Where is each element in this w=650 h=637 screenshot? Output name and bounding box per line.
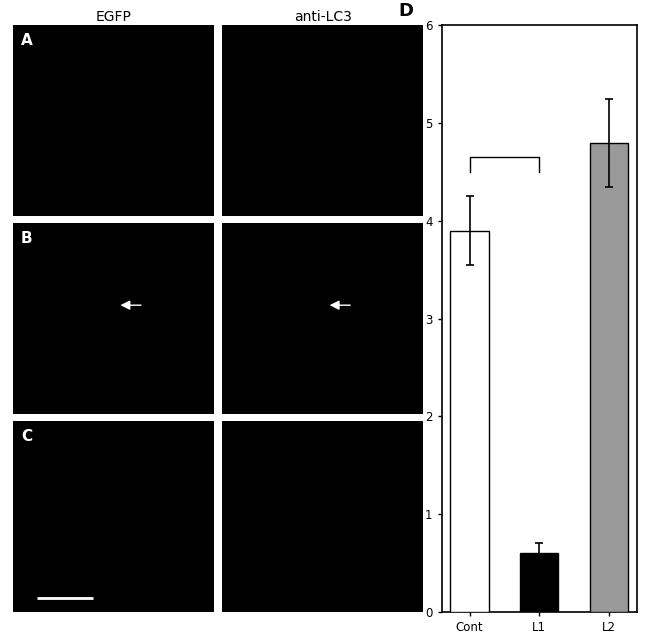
Bar: [590, 143, 628, 612]
Text: D: D: [398, 2, 413, 20]
Y-axis label: L2-M: L2-M: [0, 502, 9, 531]
Text: B: B: [21, 231, 32, 246]
Title: EGFP: EGFP: [96, 10, 131, 24]
Y-axis label: Control: Control: [0, 99, 9, 142]
Bar: [520, 553, 558, 612]
Y-axis label: Atg12-positive dots/cell: Atg12-positive dots/cell: [406, 249, 419, 388]
Title: anti-LC3: anti-LC3: [294, 10, 352, 24]
Y-axis label: L1-M: L1-M: [0, 304, 9, 333]
Bar: [450, 231, 489, 612]
Text: C: C: [21, 429, 32, 444]
Text: A: A: [21, 33, 32, 48]
